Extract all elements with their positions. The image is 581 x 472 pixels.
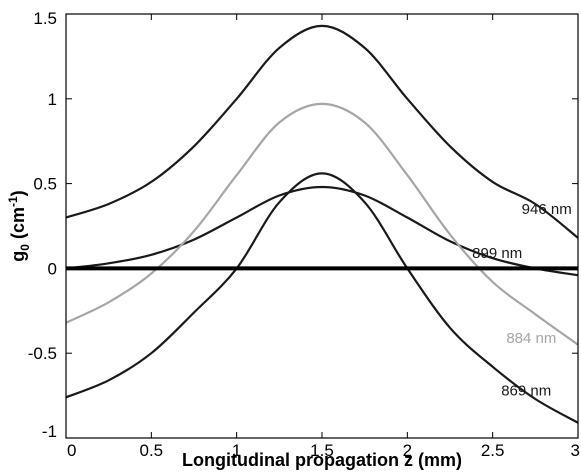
curve-label-0: 946 nm bbox=[522, 201, 572, 218]
y-axis: -1 -0.5 0 0.5 1 1.5 bbox=[28, 9, 578, 441]
curve-label-3: 869 nm bbox=[501, 383, 551, 400]
y-tick-label-5: 1.5 bbox=[33, 9, 57, 28]
x-tick-label-6: 3 bbox=[571, 441, 580, 460]
x-tick-label-5: 2.5 bbox=[481, 441, 505, 460]
x-tick-label-1: 0.5 bbox=[140, 441, 164, 460]
y-tick-label-4: 1 bbox=[48, 90, 57, 109]
series-line-1 bbox=[65, 185, 579, 277]
x-axis: 0 0.5 1 1.5 2 2.5 3 bbox=[65, 14, 580, 460]
y-tick-label-2: 0 bbox=[48, 259, 57, 278]
y-tick-label-0: -1 bbox=[42, 422, 57, 441]
curve-label-1: 899 nm bbox=[472, 245, 522, 262]
series-line-2 bbox=[65, 102, 579, 346]
x-tick-label-2: 1 bbox=[232, 441, 241, 460]
x-tick-label-0: 0 bbox=[67, 441, 76, 460]
series-layer bbox=[65, 24, 579, 424]
y-axis-label: g0 (cm-1) bbox=[6, 190, 32, 261]
curve-label-2: 884 nm bbox=[506, 330, 556, 347]
x-axis-label: Longitudinal propagation z (mm) bbox=[182, 450, 462, 470]
y-tick-label-3: 0.5 bbox=[33, 175, 57, 194]
series-line-0 bbox=[65, 24, 579, 239]
x-tick-label-4: 2 bbox=[403, 441, 412, 460]
annotation-layer: 946 nm 899 nm 884 nm 869 nm bbox=[472, 201, 572, 399]
series-line-3 bbox=[65, 172, 579, 424]
x-tick-label-3: 1.5 bbox=[310, 441, 334, 460]
y-tick-label-1: -0.5 bbox=[28, 344, 57, 363]
